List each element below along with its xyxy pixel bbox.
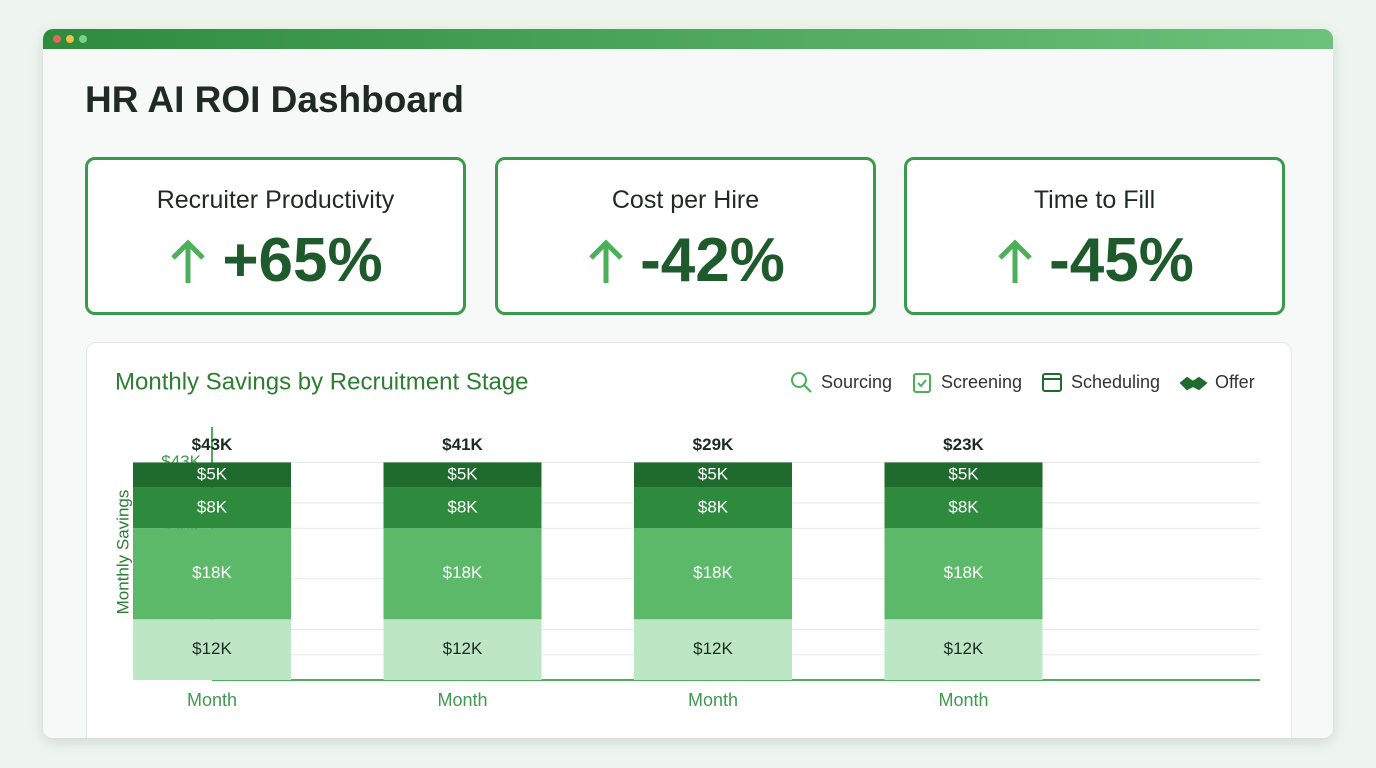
chart-title: Monthly Savings by Recruitment Stage	[115, 368, 529, 395]
bar-segment	[634, 487, 792, 529]
bar-segment	[383, 487, 542, 529]
window-dot[interactable]	[66, 35, 74, 43]
data-label: $12K	[192, 639, 232, 658]
kpi-label: Time to Fill	[1033, 186, 1156, 214]
legend-label: Sourcing	[821, 372, 892, 392]
data-label: $5K	[698, 465, 729, 484]
bar-segment	[634, 619, 792, 680]
data-label: $5K	[197, 465, 228, 484]
data-label: $18K	[443, 563, 483, 582]
data-label: $12K	[443, 639, 483, 658]
up-arrow	[998, 238, 1032, 283]
x-tick-label: Month	[187, 690, 237, 710]
bar-segment	[634, 462, 792, 488]
window-dot[interactable]	[79, 35, 87, 43]
bar-segment	[383, 619, 542, 680]
kpi-card: Cost per Hire -42%	[495, 157, 876, 315]
kpi-card: Recruiter Productivity +65%	[85, 157, 466, 315]
data-label: $12K	[944, 639, 984, 658]
chart: Monthly Savings by Recruitment Stage Mon…	[113, 368, 1260, 710]
bar-segment	[133, 462, 291, 488]
data-label: $18K	[192, 563, 232, 582]
data-label: $5K	[948, 465, 979, 484]
legend-label: Screening	[941, 372, 1022, 392]
total-label: $29K	[693, 435, 734, 454]
data-label: $8K	[447, 497, 478, 516]
bar-segment	[383, 462, 542, 488]
total-label: $43K	[192, 435, 233, 454]
bar-segment	[133, 619, 291, 680]
bar-segment	[383, 528, 542, 620]
kpi-value: +65%	[222, 226, 383, 295]
legend-label: Offer	[1215, 372, 1255, 392]
x-tick-label: Month	[437, 690, 487, 710]
kpi-value: -42%	[640, 226, 785, 295]
data-label: $8K	[698, 497, 729, 516]
y-axis-label: Monthly Savings	[113, 490, 132, 615]
bar-segment	[133, 528, 291, 620]
legend-icons	[791, 372, 1208, 393]
bar-segment	[884, 487, 1043, 529]
kpi-card: Time to Fill -45%	[904, 157, 1285, 315]
data-label: $12K	[693, 639, 733, 658]
bar-segment	[634, 528, 792, 620]
data-label: $8K	[197, 497, 228, 516]
legend-label: Scheduling	[1071, 372, 1160, 392]
x-tick-label: Month	[938, 690, 988, 710]
kpi-label: Cost per Hire	[611, 186, 760, 214]
total-label: $41K	[442, 435, 483, 454]
window-dot[interactable]	[53, 35, 61, 43]
up-arrow	[171, 238, 206, 283]
total-label: $23K	[943, 435, 984, 454]
data-label: $18K	[944, 563, 984, 582]
up-arrow	[589, 238, 623, 283]
data-label: $8K	[948, 497, 979, 516]
bar-segment	[884, 619, 1043, 680]
data-label: $5K	[447, 465, 478, 484]
x-tick-label: Month	[688, 690, 738, 710]
title-bar	[43, 29, 1333, 49]
bar-segment	[133, 487, 291, 529]
bar-segment	[884, 528, 1043, 620]
data-label: $18K	[693, 563, 733, 582]
dashboard-title: HR AI ROI Dashboard	[85, 79, 464, 120]
bar-segment	[884, 462, 1043, 488]
kpi-label: Recruiter Productivity	[156, 186, 395, 214]
kpi-value: -45%	[1049, 226, 1194, 295]
